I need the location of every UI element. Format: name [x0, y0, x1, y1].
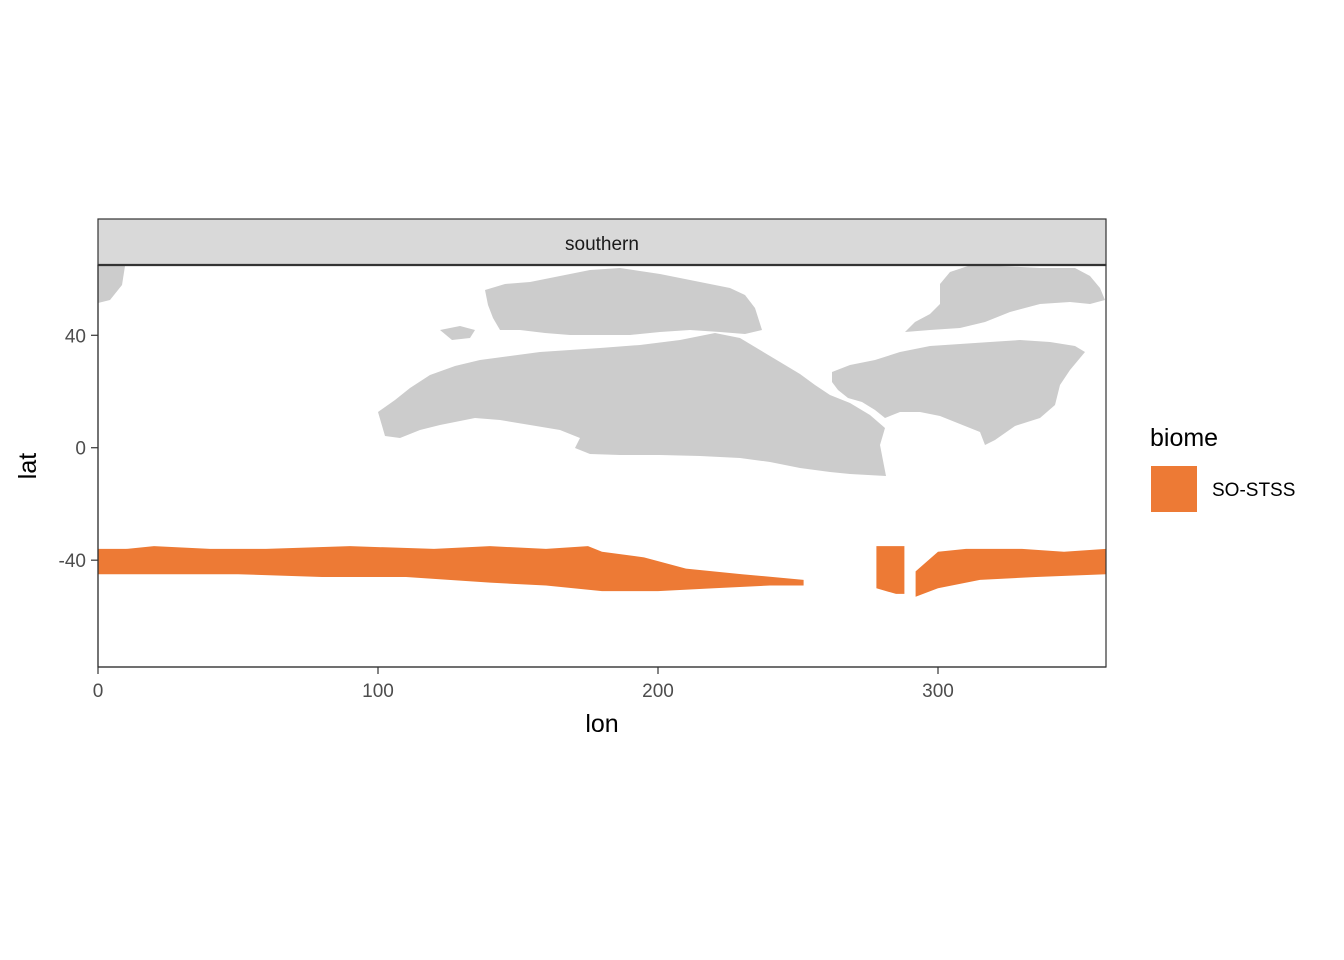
land-region — [832, 340, 1085, 445]
legend-key-so-stss — [1151, 466, 1197, 512]
x-tick-label: 200 — [642, 681, 674, 702]
y-axis-title: lat — [14, 453, 42, 479]
legend-title: biome — [1150, 424, 1218, 452]
land-region — [905, 266, 1105, 332]
x-tick-label: 300 — [922, 681, 954, 702]
biome-band-so-stss — [876, 546, 905, 594]
legend: biome SO-STSS — [1150, 424, 1295, 512]
plot-panel — [97, 263, 1107, 668]
y-tick-label: 40 — [65, 326, 86, 347]
legend-label-so-stss: SO-STSS — [1212, 480, 1295, 501]
biome-band-so-stss — [915, 548, 1106, 597]
facet-strip — [97, 218, 1107, 266]
y-tick-label: 0 — [75, 439, 86, 460]
y-tick-label: -40 — [59, 551, 86, 572]
biome-layer — [98, 546, 1106, 597]
y-axis: -40 0 40 — [59, 265, 99, 667]
land-region — [440, 326, 475, 340]
x-axis-title: lon — [585, 710, 618, 738]
land-region — [485, 268, 762, 335]
land-region — [98, 266, 125, 303]
land-region — [378, 333, 886, 476]
x-axis: 0 100 200 300 — [93, 666, 1106, 702]
x-tick-label: 100 — [362, 681, 394, 702]
land-mask — [98, 266, 1105, 476]
facet-strip-label: southern — [565, 234, 639, 255]
biome-band-so-stss — [98, 546, 804, 592]
x-tick-label: 0 — [93, 681, 104, 702]
